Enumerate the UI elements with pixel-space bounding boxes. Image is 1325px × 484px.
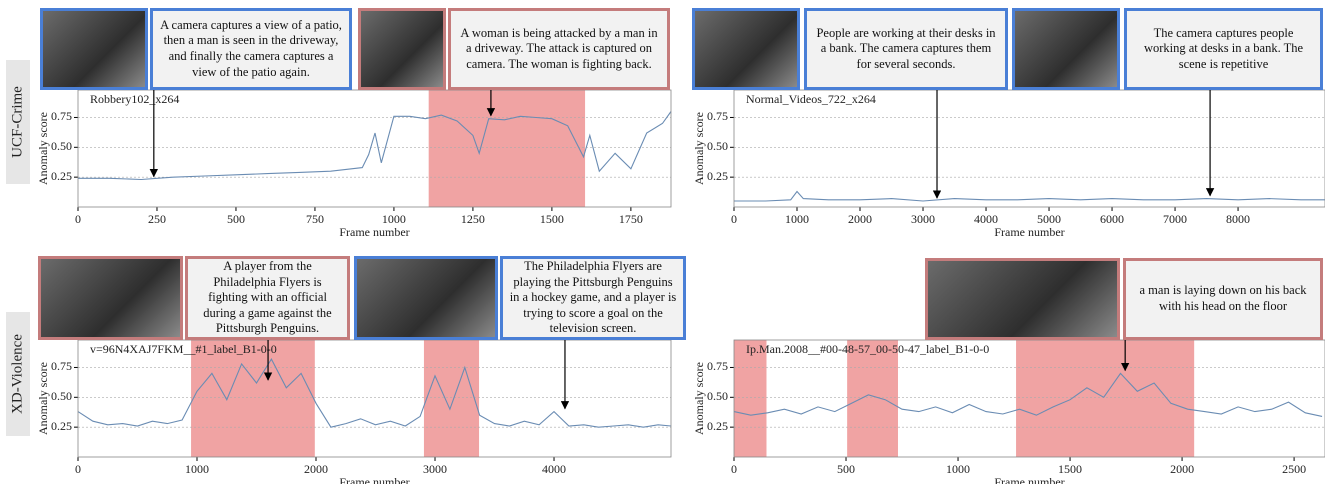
x-tick-label: 3000: [911, 212, 935, 226]
anomaly-region: [734, 340, 766, 457]
y-tick-label: 0.25: [51, 419, 72, 433]
caption: a man is laying down on his back with hi…: [1123, 258, 1323, 340]
thumbnail: [1012, 8, 1120, 90]
row-label: UCF-Crime: [9, 86, 25, 158]
x-tick-label: 0: [75, 212, 81, 226]
x-tick-label: 1000: [382, 212, 406, 226]
x-tick-label: 0: [731, 212, 737, 226]
x-tick-label: 2000: [1170, 462, 1194, 476]
y-axis-label: Anomaly score: [36, 362, 50, 435]
x-tick-label: 3000: [423, 462, 447, 476]
x-tick-label: 250: [148, 212, 166, 226]
thumbnail: [925, 258, 1120, 340]
x-tick-label: 1000: [785, 212, 809, 226]
y-tick-label: 0.25: [707, 169, 728, 183]
thumbnail: [40, 8, 148, 90]
row-label: XD-Violence: [9, 334, 25, 414]
x-tick-label: 1000: [946, 462, 970, 476]
caption: The Philadelphia Flyers are playing the …: [500, 256, 686, 340]
chart-title: Robbery102_x264: [90, 92, 179, 106]
x-axis-label: Frame number: [339, 475, 409, 484]
x-tick-label: 1500: [1058, 462, 1082, 476]
y-axis-label: Anomaly score: [692, 362, 706, 435]
x-tick-label: 6000: [1100, 212, 1124, 226]
x-tick-label: 5000: [1037, 212, 1061, 226]
x-tick-label: 4000: [974, 212, 998, 226]
x-tick-label: 1500: [540, 212, 564, 226]
thumbnail: [692, 8, 800, 90]
x-tick-label: 1750: [619, 212, 643, 226]
x-tick-label: 1250: [461, 212, 485, 226]
x-tick-label: 750: [306, 212, 324, 226]
x-tick-label: 500: [837, 462, 855, 476]
thumbnail: [38, 256, 183, 340]
anomaly-region: [191, 340, 315, 457]
y-tick-label: 0.25: [51, 169, 72, 183]
chart-title: Normal_Videos_722_x264: [746, 92, 876, 106]
axes-frame: [734, 90, 1325, 207]
x-tick-label: 1000: [185, 462, 209, 476]
anomaly-region: [847, 340, 898, 457]
series-line: [78, 359, 671, 427]
x-tick-label: 0: [75, 462, 81, 476]
y-axis-label: Anomaly score: [36, 112, 50, 185]
y-tick-label: 0.75: [51, 359, 72, 373]
x-axis-label: Frame number: [339, 225, 409, 239]
anomaly-region: [429, 90, 585, 207]
thumbnail: [354, 256, 498, 340]
chart-title: Ip.Man.2008__#00-48-57_00-50-47_label_B1…: [746, 342, 989, 356]
caption: A woman is being attacked by a man in a …: [448, 8, 670, 90]
x-tick-label: 8000: [1226, 212, 1250, 226]
x-tick-label: 2500: [1282, 462, 1306, 476]
caption: People are working at their desks in a b…: [804, 8, 1008, 90]
y-tick-label: 0.25: [707, 419, 728, 433]
x-tick-label: 7000: [1163, 212, 1187, 226]
caption: The camera captures people working at de…: [1124, 8, 1323, 90]
x-tick-label: 500: [227, 212, 245, 226]
x-axis-label: Frame number: [994, 475, 1064, 484]
y-tick-label: 0.75: [51, 109, 72, 123]
thumbnail: [358, 8, 446, 90]
chart-title: v=96N4XAJ7FKM__#1_label_B1-0-0: [90, 342, 277, 356]
page: UCF-Crime XD-Violence 0.25 0.50 0.75 0 250 50…: [0, 0, 1325, 484]
anomaly-region: [424, 340, 479, 457]
x-tick-label: 4000: [542, 462, 566, 476]
caption: A player from the Philadelphia Flyers is…: [185, 256, 350, 340]
y-tick-label: 0.50: [707, 139, 728, 153]
y-tick-label: 0.50: [707, 389, 728, 403]
axes-frame: [78, 340, 671, 457]
caption: A camera captures a view of a patio, the…: [150, 8, 352, 90]
x-axis-label: Frame number: [994, 225, 1064, 239]
x-tick-label: 2000: [304, 462, 328, 476]
y-axis-label: Anomaly score: [692, 112, 706, 185]
y-tick-label: 0.50: [51, 139, 72, 153]
x-tick-label: 0: [731, 462, 737, 476]
y-tick-label: 0.50: [51, 389, 72, 403]
x-tick-label: 2000: [848, 212, 872, 226]
y-tick-label: 0.75: [707, 359, 728, 373]
y-tick-label: 0.75: [707, 109, 728, 123]
series-line: [734, 192, 1325, 202]
